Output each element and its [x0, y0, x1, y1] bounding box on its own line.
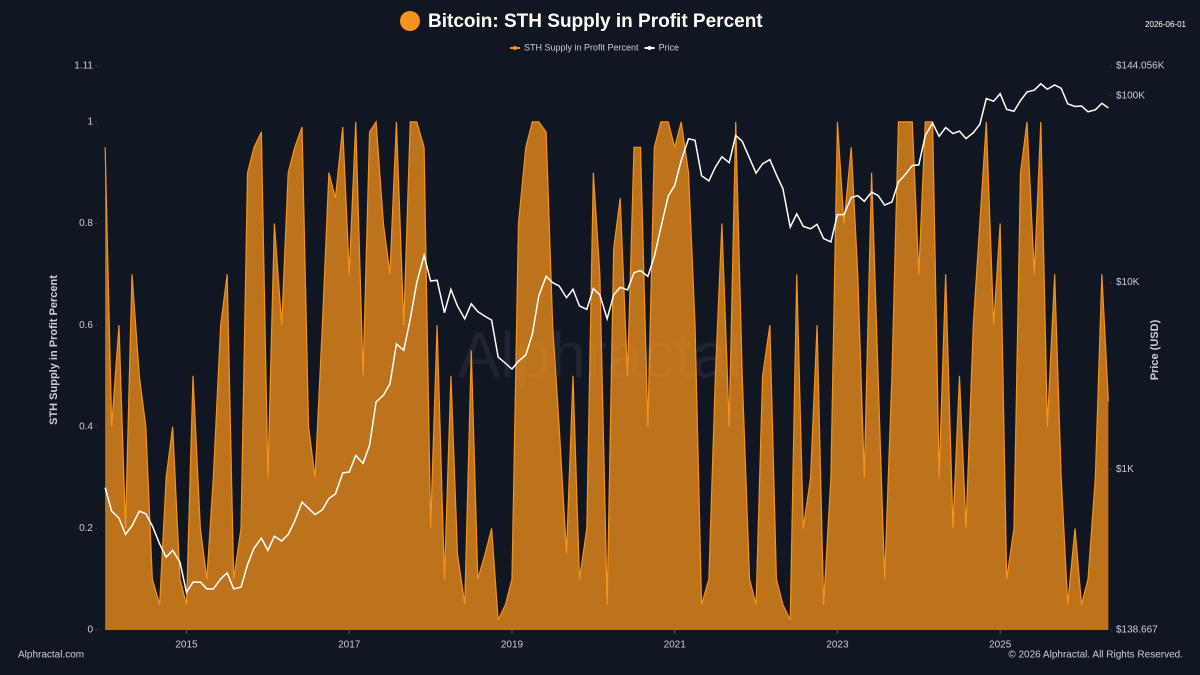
footer-left: Alphractal.com: [18, 650, 84, 661]
x-tick-label: 2019: [501, 640, 524, 651]
y2-tick-label: $138.667: [1116, 625, 1158, 636]
y-tick-label: 0: [87, 625, 93, 636]
y2-tick-label: $144.056K: [1116, 61, 1165, 72]
legend-dot: [647, 46, 652, 50]
x-tick-label: 2021: [664, 640, 687, 651]
y-tick-label: 1.11: [74, 61, 93, 72]
y-tick-label: 0.8: [79, 218, 93, 229]
y-tick-label: 1: [87, 117, 93, 128]
footer-right: © 2026 Alphractal. All Rights Reserved.: [1008, 650, 1183, 661]
x-tick-label: 2017: [338, 640, 361, 651]
y2-tick-label: $10K: [1116, 277, 1140, 288]
line: [104, 82, 1109, 595]
chart-date: 2026-06-01: [1145, 20, 1186, 29]
chart-title: Bitcoin: STH Supply in Profit Percent: [428, 11, 763, 32]
y2-axis-label: Price (USD): [1149, 319, 1161, 380]
legend-label: STH Supply in Profit Percent: [524, 42, 639, 52]
x-tick-label: 2023: [826, 640, 849, 651]
bitcoin-icon: [400, 11, 420, 31]
y2-tick-label: $100K: [1116, 90, 1145, 101]
y-axis-label: STH Supply in Profit Percent: [48, 275, 60, 425]
x-tick-label: 2025: [989, 640, 1012, 651]
area: [105, 121, 1109, 630]
y-tick-label: 0.2: [79, 523, 93, 534]
legend-dot: [513, 46, 517, 50]
y-tick-label: 0.4: [79, 421, 93, 432]
legend-label: Price: [659, 42, 680, 52]
line: [104, 120, 1109, 623]
y2-tick-label: $1K: [1116, 464, 1134, 475]
y-tick-label: 0.6: [79, 320, 93, 331]
x-tick-label: 2015: [175, 640, 198, 651]
